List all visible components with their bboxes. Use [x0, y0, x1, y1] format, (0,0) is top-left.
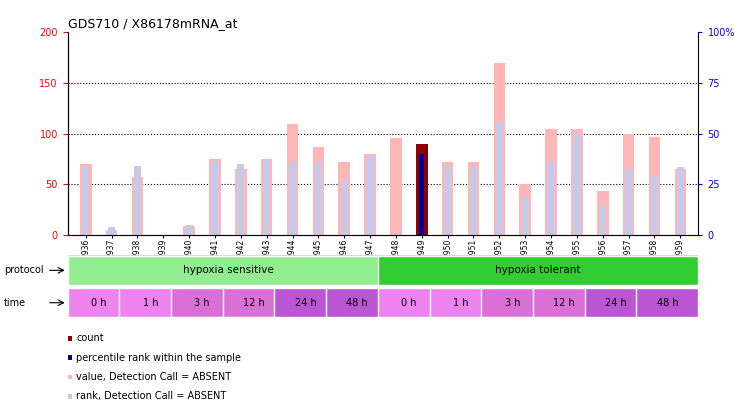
- Bar: [106, 230, 117, 235]
- Bar: [649, 137, 660, 235]
- Bar: [674, 169, 686, 235]
- Bar: [185, 225, 193, 235]
- Bar: [651, 176, 658, 235]
- Bar: [481, 288, 543, 318]
- Bar: [82, 167, 89, 235]
- Bar: [274, 288, 336, 318]
- Text: 0 h: 0 h: [401, 298, 417, 308]
- Bar: [287, 124, 298, 235]
- Bar: [261, 159, 273, 235]
- Text: 48 h: 48 h: [656, 298, 678, 308]
- Bar: [419, 154, 424, 235]
- Bar: [68, 288, 130, 318]
- Bar: [223, 288, 285, 318]
- Bar: [416, 144, 427, 235]
- Bar: [80, 164, 92, 235]
- Bar: [366, 156, 374, 235]
- Bar: [341, 179, 348, 235]
- Text: 12 h: 12 h: [553, 298, 575, 308]
- Text: time: time: [4, 298, 26, 308]
- Text: 12 h: 12 h: [243, 298, 264, 308]
- Text: 3 h: 3 h: [505, 298, 520, 308]
- Text: value, Detection Call = ABSENT: value, Detection Call = ABSENT: [76, 372, 231, 382]
- Bar: [573, 134, 581, 235]
- Text: 1 h: 1 h: [143, 298, 158, 308]
- Bar: [418, 154, 425, 235]
- Text: 48 h: 48 h: [346, 298, 368, 308]
- Bar: [209, 159, 221, 235]
- Text: hypoxia sensitive: hypoxia sensitive: [182, 265, 273, 275]
- Bar: [235, 169, 246, 235]
- Text: GDS710 / X86178mRNA_at: GDS710 / X86178mRNA_at: [68, 17, 237, 30]
- Bar: [533, 288, 595, 318]
- Text: 1 h: 1 h: [453, 298, 469, 308]
- Bar: [289, 162, 296, 235]
- Bar: [442, 162, 454, 235]
- Bar: [599, 206, 606, 235]
- Bar: [108, 227, 115, 235]
- Bar: [547, 162, 555, 235]
- Bar: [211, 161, 219, 235]
- Bar: [312, 147, 324, 235]
- Bar: [416, 144, 427, 235]
- Bar: [470, 167, 477, 235]
- Bar: [677, 167, 684, 235]
- Bar: [493, 63, 505, 235]
- Bar: [68, 256, 388, 285]
- Bar: [339, 162, 350, 235]
- Bar: [597, 192, 608, 235]
- Bar: [468, 162, 479, 235]
- Bar: [496, 122, 503, 235]
- Bar: [444, 166, 451, 235]
- Bar: [183, 226, 195, 235]
- Bar: [378, 256, 698, 285]
- Bar: [625, 169, 632, 235]
- Bar: [171, 288, 233, 318]
- Bar: [520, 184, 531, 235]
- Bar: [134, 166, 141, 235]
- Bar: [263, 160, 270, 235]
- Bar: [430, 288, 492, 318]
- Bar: [315, 162, 322, 235]
- Text: 24 h: 24 h: [605, 298, 626, 308]
- Bar: [390, 138, 402, 235]
- Text: percentile rank within the sample: percentile rank within the sample: [76, 353, 241, 362]
- Bar: [623, 134, 635, 235]
- Bar: [364, 154, 376, 235]
- Text: rank, Detection Call = ABSENT: rank, Detection Call = ABSENT: [76, 392, 227, 401]
- Bar: [131, 177, 143, 235]
- Text: 0 h: 0 h: [91, 298, 107, 308]
- Bar: [545, 129, 557, 235]
- Bar: [636, 288, 698, 318]
- Bar: [378, 288, 440, 318]
- Text: 24 h: 24 h: [294, 298, 316, 308]
- Text: hypoxia tolerant: hypoxia tolerant: [496, 265, 581, 275]
- Bar: [237, 164, 244, 235]
- Bar: [326, 288, 388, 318]
- Text: count: count: [76, 333, 104, 343]
- Text: 3 h: 3 h: [195, 298, 210, 308]
- Bar: [585, 288, 647, 318]
- Text: protocol: protocol: [4, 265, 44, 275]
- Bar: [522, 196, 529, 235]
- Bar: [119, 288, 181, 318]
- Bar: [571, 129, 583, 235]
